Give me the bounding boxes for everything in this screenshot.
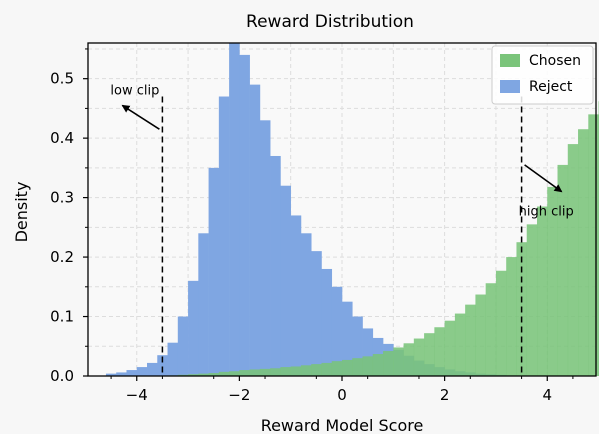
histogram-bar	[167, 342, 179, 376]
histogram-bar	[208, 373, 220, 376]
clip-lines	[161, 96, 523, 376]
histogram-bar	[136, 367, 148, 376]
x-tick-label: 0	[337, 386, 347, 404]
histogram-bar	[198, 373, 209, 376]
histogram-bar	[239, 370, 250, 376]
histogram-bar	[270, 155, 281, 376]
histogram-bar	[342, 359, 353, 376]
histogram-bar	[362, 328, 374, 376]
histogram-bar	[352, 316, 363, 376]
histogram-bar	[475, 294, 486, 376]
histogram-bar	[177, 316, 189, 376]
y-tick-label: 0.0	[50, 367, 74, 385]
histogram-bar	[413, 338, 425, 376]
histogram-bar	[567, 144, 579, 376]
x-axis-label: Reward Model Score	[261, 416, 424, 434]
x-tick-label: 2	[440, 386, 450, 404]
legend-label-reject: Reject	[529, 79, 573, 95]
histogram-bar	[547, 186, 558, 376]
y-tick-label: 0.1	[50, 308, 74, 326]
histogram-bar	[321, 268, 333, 376]
histogram-bar	[342, 301, 353, 376]
histogram-bar	[526, 224, 538, 376]
histogram-bar	[218, 96, 230, 377]
histogram-bar	[229, 371, 240, 376]
histogram-bar	[188, 280, 199, 376]
annotation-label: high clip	[519, 204, 574, 219]
histogram-bar	[188, 374, 199, 376]
y-tick-label: 0.3	[50, 189, 74, 207]
histogram-bar	[300, 365, 312, 376]
histogram-bar	[465, 304, 476, 376]
histogram-bar	[362, 356, 374, 376]
histogram-bar	[383, 351, 394, 376]
legend-swatch-reject	[500, 80, 520, 93]
legend: Chosen Reject	[491, 45, 594, 105]
x-tick-label: −4	[126, 386, 148, 404]
histogram-bar	[280, 367, 291, 376]
chart-title: Reward Distribution	[246, 12, 414, 32]
histogram-bar	[557, 164, 569, 376]
histogram-bar	[249, 369, 261, 376]
histogram-bar	[290, 366, 302, 376]
histogram-bar	[536, 206, 548, 376]
histogram-bar	[198, 233, 209, 376]
y-tick-label: 0.2	[50, 248, 74, 266]
histogram-bar	[424, 333, 435, 376]
histogram-bar	[485, 283, 497, 376]
annotation-arrow	[524, 164, 563, 193]
histogram-bar	[147, 362, 158, 376]
histogram-bar	[218, 371, 230, 376]
histogram-bar	[444, 320, 456, 376]
x-tick-label: 4	[542, 386, 552, 404]
axis-ticks: −4 −2 0 2 4 0.0 0.1 0.2 0.3 0.4 0.5	[50, 48, 574, 404]
histogram-bar	[506, 257, 517, 376]
histogram-bar	[578, 129, 589, 376]
histogram-bar	[290, 215, 302, 376]
y-tick-label: 0.5	[50, 70, 74, 88]
y-tick-label: 0.4	[50, 129, 74, 147]
legend-label-chosen: Chosen	[529, 53, 581, 69]
histogram-bar	[229, 43, 240, 376]
histogram-bar	[239, 54, 250, 377]
histogram-bar	[311, 364, 322, 376]
histogram-bar	[259, 368, 271, 376]
histogram-bar	[331, 361, 343, 376]
histogram-bar	[434, 327, 445, 376]
histogram-bar	[280, 185, 291, 376]
y-axis-label: Density	[12, 182, 31, 243]
histogram-bar	[105, 373, 117, 376]
histogram-bar	[454, 313, 466, 376]
histogram-bar	[372, 353, 384, 376]
histogram-bar	[393, 347, 404, 376]
histogram-bar	[331, 286, 343, 376]
clip-annotations: low clip high clip	[110, 84, 573, 220]
annotation-label: low clip	[110, 84, 159, 99]
histogram-bar	[126, 370, 138, 376]
annotation-arrow	[121, 104, 160, 130]
histogram-bar	[249, 84, 261, 376]
histogram-bar	[495, 270, 507, 376]
histogram-bar	[208, 167, 220, 376]
histogram-bar	[588, 114, 599, 376]
x-tick-label: −2	[228, 386, 250, 404]
histogram-bar	[352, 358, 363, 376]
legend-swatch-chosen	[500, 54, 520, 67]
histogram-bar	[259, 120, 271, 376]
histogram-bar	[311, 251, 322, 376]
histogram-bar	[116, 372, 127, 376]
histogram-bar	[321, 362, 333, 376]
histogram-bar	[300, 233, 312, 376]
histogram-bar	[157, 355, 168, 376]
histogram-bar	[403, 343, 415, 376]
histogram-bar	[270, 368, 281, 376]
